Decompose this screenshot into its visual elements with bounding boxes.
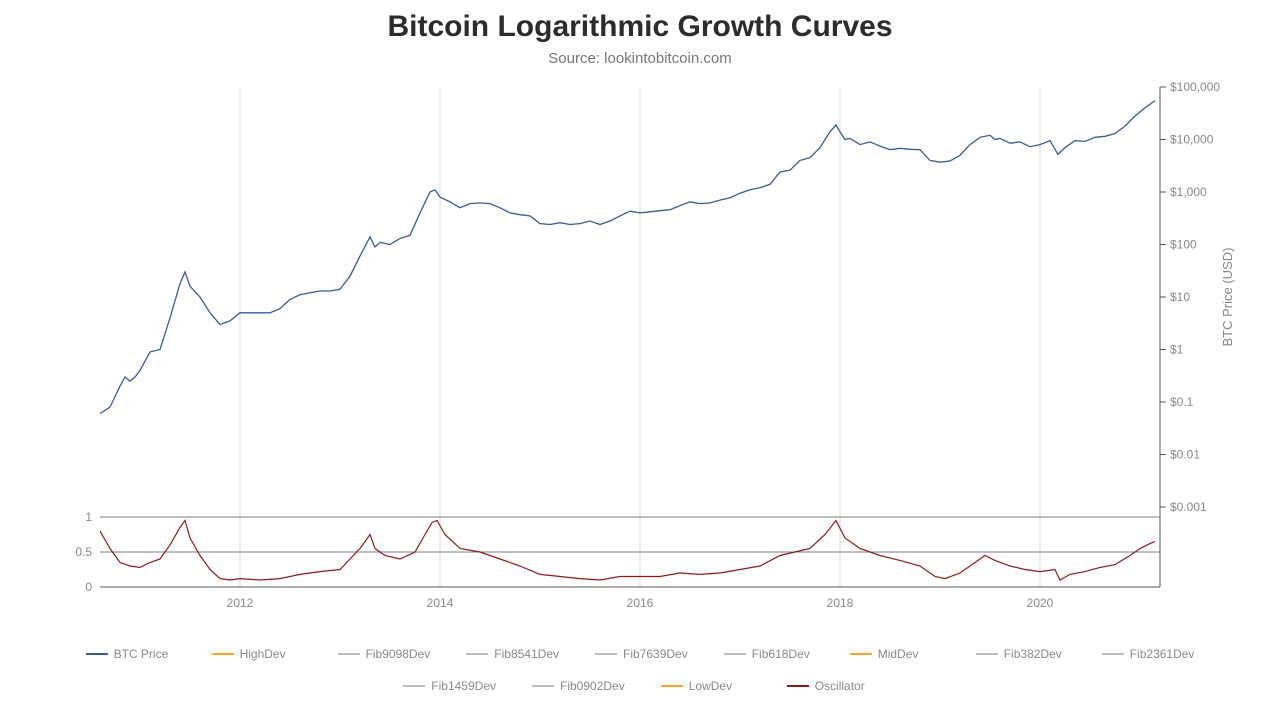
svg-text:2012: 2012 [227,596,254,610]
legend-swatch [850,653,872,655]
legend-item[interactable]: Fib9098Dev [338,647,431,661]
chart-title: Bitcoin Logarithmic Growth Curves [0,10,1280,44]
chart-subtitle: Source: lookintobitcoin.com [0,50,1280,67]
svg-text:0.5: 0.5 [75,545,92,559]
legend-item[interactable]: LowDev [661,679,751,693]
svg-text:$100,000: $100,000 [1170,80,1220,94]
chart-svg: 2012 2014 2016 2018 2020 $0.001 $0.1 $1 $10 $100 $… [40,77,1240,637]
legend-swatch [787,685,809,687]
legend-swatch [595,653,617,655]
legend-swatch [403,685,425,687]
legend-swatch [1102,653,1124,655]
legend-label: Oscillator [815,679,865,693]
svg-text:$100: $100 [1170,238,1197,252]
legend-label: HighDev [240,647,286,661]
svg-text:$1: $1 [1170,343,1184,357]
legend-item[interactable]: MidDev [850,647,940,661]
svg-text:$10: $10 [1170,290,1190,304]
legend-label: LowDev [689,679,732,693]
legend-item[interactable]: Fib618Dev [724,647,814,661]
svg-text:2014: 2014 [427,596,454,610]
svg-text:0: 0 [85,580,92,594]
svg-text:1: 1 [85,510,92,524]
legend-item[interactable]: Fib1459Dev [403,679,496,693]
legend-swatch [532,685,554,687]
svg-text:2018: 2018 [827,596,854,610]
legend-swatch [976,653,998,655]
legend-swatch [338,653,360,655]
legend-label: BTC Price [114,647,169,661]
legend-label: Fib382Dev [1004,647,1062,661]
chart-container: 2012 2014 2016 2018 2020 $0.001 $0.1 $1 $10 $100 $… [40,77,1240,637]
legend-item[interactable]: Fib7639Dev [595,647,688,661]
legend-label: MidDev [878,647,919,661]
svg-text:$1,000: $1,000 [1170,185,1207,199]
legend-label: Fib7639Dev [623,647,688,661]
legend-label: Fib9098Dev [366,647,431,661]
legend-label: Fib2361Dev [1130,647,1195,661]
legend-item[interactable]: Fib2361Dev [1102,647,1195,661]
legend-label: Fib0902Dev [560,679,625,693]
svg-text:2016: 2016 [627,596,654,610]
legend-swatch [466,653,488,655]
legend-item[interactable]: Fib0902Dev [532,679,625,693]
svg-text:$0.001: $0.001 [1170,500,1207,514]
svg-text:2020: 2020 [1027,596,1054,610]
svg-text:BTC Price (USD): BTC Price (USD) [1220,248,1235,347]
svg-text:$10,000: $10,000 [1170,133,1214,147]
svg-text:$0.01: $0.01 [1170,448,1200,462]
legend-label: Fib8541Dev [494,647,559,661]
legend-item[interactable]: HighDev [212,647,302,661]
legend-label: Fib618Dev [752,647,810,661]
legend-label: Fib1459Dev [431,679,496,693]
legend-item[interactable]: Oscillator [787,679,877,693]
svg-text:$0.1: $0.1 [1170,395,1194,409]
legend-item[interactable]: Fib382Dev [976,647,1066,661]
legend-swatch [86,653,108,655]
legend-item[interactable]: BTC Price [86,647,176,661]
legend-item[interactable]: Fib8541Dev [466,647,559,661]
chart-legend: BTC Price HighDev Fib9098Dev Fib8541Dev Fib7… [80,647,1200,693]
legend-swatch [724,653,746,655]
legend-swatch [212,653,234,655]
legend-swatch [661,685,683,687]
